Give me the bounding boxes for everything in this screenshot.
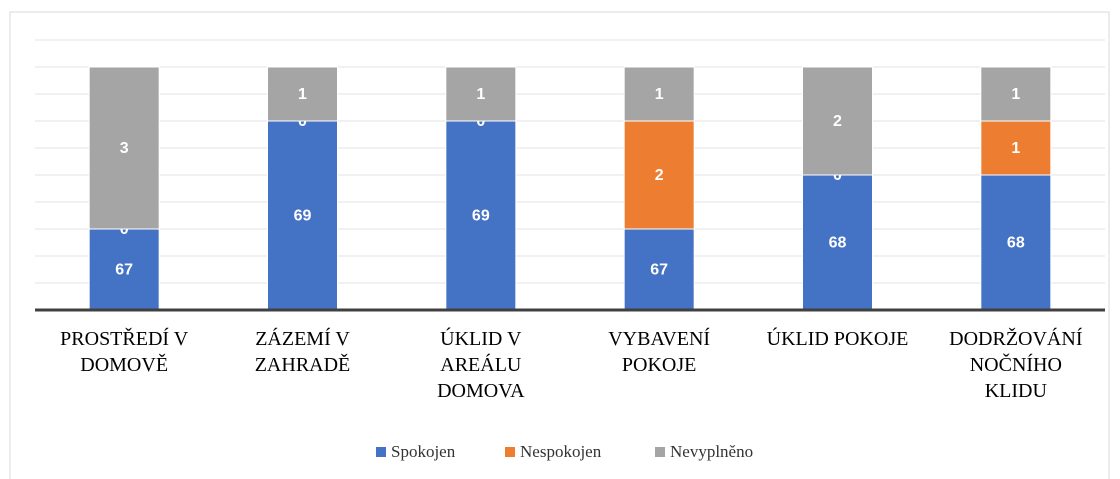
data-label: 1	[1011, 86, 1020, 103]
legend-swatch	[505, 447, 515, 457]
x-tick-label-box: PROSTŘEDÍ V DOMOVĚ	[60, 328, 189, 376]
x-tick-label: ÚKLID V AREÁLU DOMOVA	[437, 328, 525, 402]
legend-label: Nespokojen	[520, 442, 602, 461]
data-label: 69	[472, 208, 490, 225]
x-tick-label: PROSTŘEDÍ V DOMOVĚ	[60, 328, 189, 376]
data-label: 2	[833, 113, 842, 130]
data-label: 0	[476, 113, 485, 130]
bar-segment	[88, 228, 160, 311]
data-label: 0	[298, 113, 307, 130]
bar-segment	[623, 120, 695, 230]
x-tick-label-box: ÚKLID POKOJE	[766, 328, 909, 350]
data-label: 69	[294, 208, 312, 225]
chart-border	[9, 11, 1110, 479]
data-label: 67	[650, 262, 668, 279]
data-label: 3	[120, 140, 129, 157]
bar-segment	[802, 66, 873, 176]
legend-label: Spokojen	[391, 442, 456, 461]
x-tick-label-box: VYBAVENÍ POKOJE	[608, 328, 711, 376]
x-tick-label-box: ZÁZEMÍ V ZAHRADĚ	[254, 328, 351, 376]
bar-segment	[88, 66, 160, 230]
x-tick-label: DODRŽOVÁNÍ NOČNÍHO KLIDU	[949, 328, 1083, 402]
data-label: 0	[833, 167, 842, 184]
data-label: 1	[476, 86, 485, 103]
x-tick-label-box: ÚKLID V AREÁLU DOMOVA	[437, 328, 525, 402]
x-tick-label: ZÁZEMÍ V ZAHRADĚ	[254, 328, 351, 376]
data-label: 0	[120, 221, 129, 238]
bar-segment	[802, 174, 873, 311]
bar-segment	[980, 66, 1052, 122]
bar-segment	[623, 66, 695, 122]
data-label: 1	[298, 86, 307, 103]
data-label: 1	[655, 86, 664, 103]
x-tick-label: VYBAVENÍ POKOJE	[608, 328, 711, 376]
data-label: 68	[829, 235, 847, 252]
legend-label: Nevyplněno	[670, 442, 753, 461]
x-tick-label: ÚKLID POKOJE	[766, 328, 909, 350]
data-label: 68	[1007, 235, 1025, 252]
legend-swatch	[376, 447, 386, 457]
data-label: 2	[655, 167, 664, 184]
data-label: 1	[1011, 140, 1020, 157]
bar-segment	[445, 66, 517, 122]
bar-segment	[980, 120, 1052, 176]
bar-segment	[267, 66, 338, 122]
bar-segment	[445, 120, 517, 311]
legend-swatch	[655, 447, 665, 457]
x-tick-label-box: DODRŽOVÁNÍ NOČNÍHO KLIDU	[949, 328, 1083, 402]
bar-segment	[267, 120, 338, 311]
data-label: 67	[115, 262, 133, 279]
